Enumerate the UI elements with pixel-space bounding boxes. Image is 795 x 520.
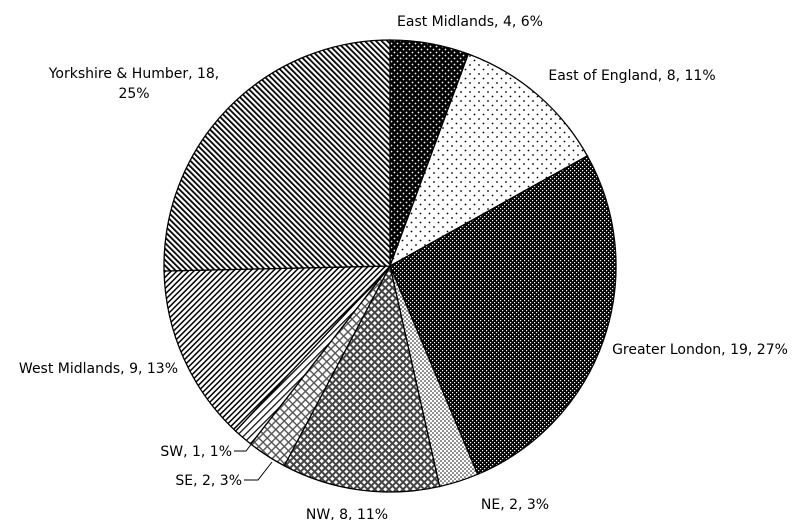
pie-slice-greater-london — [389, 155, 617, 476]
slice-label-east-of-england: East of England, 8, 11% — [548, 68, 715, 84]
slice-label-se: SE, 2, 3% — [175, 473, 242, 489]
slice-label-ne: NE, 2, 3% — [481, 497, 549, 513]
slice-label-greater-london: Greater London, 19, 27% — [612, 342, 788, 358]
pie-slice-yorkshire-humber — [163, 39, 391, 272]
slice-label-nw: NW, 8, 11% — [306, 507, 388, 520]
pie-slice-west-midlands — [163, 265, 392, 432]
leader-line-sw — [234, 437, 257, 452]
pie-slices — [163, 39, 617, 493]
pie-labels: East Midlands, 4, 6% East of England, 8, … — [19, 14, 788, 520]
slice-label-yorkshire-humber: Yorkshire & Humber, 18, 25% — [48, 66, 220, 102]
slice-label-west-midlands: West Midlands, 9, 13% — [19, 361, 178, 377]
pie-slice-east-of-england — [388, 53, 589, 268]
slice-label-sw: SW, 1, 1% — [160, 444, 232, 460]
pie-slice-nw — [283, 264, 441, 493]
leader-line-se — [244, 461, 273, 481]
label-leaders — [234, 437, 273, 481]
slice-label-east-midlands: East Midlands, 4, 6% — [397, 14, 543, 30]
